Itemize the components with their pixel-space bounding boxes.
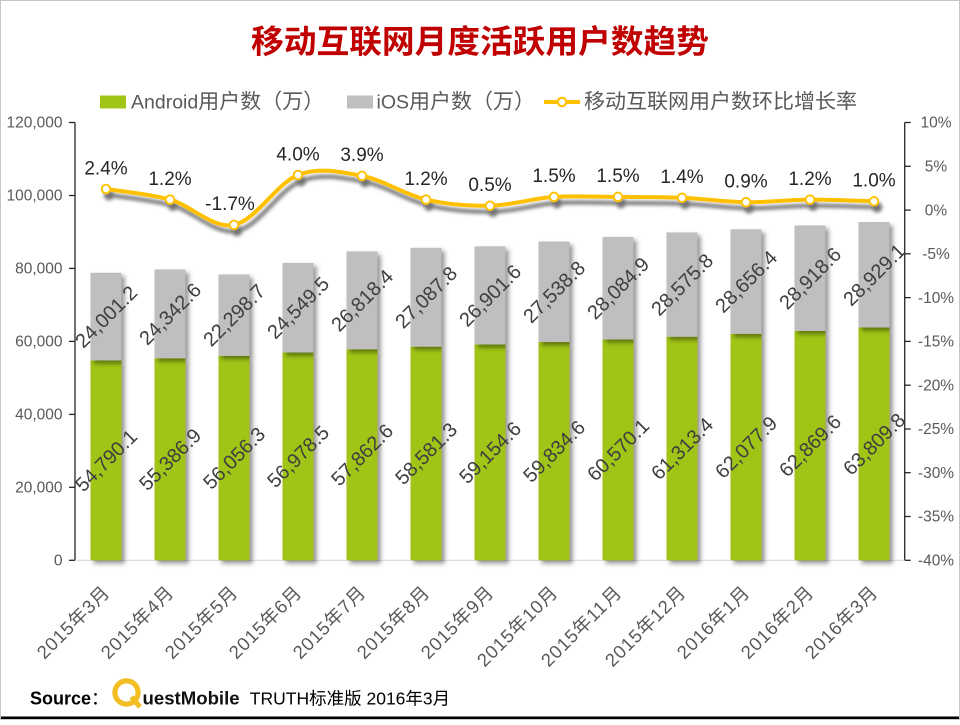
svg-text:1.2%: 1.2% <box>788 169 831 190</box>
svg-text:-10%: -10% <box>918 290 954 307</box>
svg-text:-1.7%: -1.7% <box>205 194 255 215</box>
svg-text:5%: 5% <box>925 159 948 176</box>
svg-text:-5%: -5% <box>922 246 950 263</box>
svg-text:1.4%: 1.4% <box>660 167 703 188</box>
svg-text:1.2%: 1.2% <box>404 169 447 190</box>
svg-text:1.0%: 1.0% <box>852 171 895 192</box>
svg-text:-15%: -15% <box>918 334 954 351</box>
svg-text:iOS: iOS <box>377 92 410 114</box>
svg-text:0.9%: 0.9% <box>724 172 767 193</box>
svg-text:-30%: -30% <box>918 465 954 482</box>
svg-text:3: 3 <box>423 689 433 709</box>
svg-text:2016: 2016 <box>367 689 406 709</box>
svg-text:10%: 10% <box>920 115 951 132</box>
svg-text:100,000: 100,000 <box>6 188 62 205</box>
svg-text:2.4%: 2.4% <box>84 158 127 179</box>
svg-text:uestMobile: uestMobile <box>143 688 240 709</box>
svg-text:-35%: -35% <box>918 509 954 526</box>
svg-text:40,000: 40,000 <box>15 407 63 424</box>
svg-text:-25%: -25% <box>918 421 954 438</box>
svg-text:1.5%: 1.5% <box>596 166 639 187</box>
svg-text:20,000: 20,000 <box>15 480 63 497</box>
svg-text:0%: 0% <box>925 202 948 219</box>
svg-text:0.5%: 0.5% <box>468 175 511 196</box>
svg-text:0: 0 <box>54 553 63 570</box>
svg-text:Android: Android <box>131 92 198 114</box>
svg-text:4.0%: 4.0% <box>276 144 319 165</box>
svg-text:3.9%: 3.9% <box>340 145 383 166</box>
svg-text:Source: Source <box>30 689 91 709</box>
svg-text:-40%: -40% <box>918 553 954 570</box>
svg-text:120,000: 120,000 <box>6 115 62 132</box>
svg-text:-20%: -20% <box>918 377 954 394</box>
svg-text:60,000: 60,000 <box>15 334 63 351</box>
svg-text:TRUTH: TRUTH <box>250 689 309 709</box>
svg-text:80,000: 80,000 <box>15 261 63 278</box>
svg-text:1.2%: 1.2% <box>148 169 191 190</box>
svg-text:1.5%: 1.5% <box>532 166 575 187</box>
